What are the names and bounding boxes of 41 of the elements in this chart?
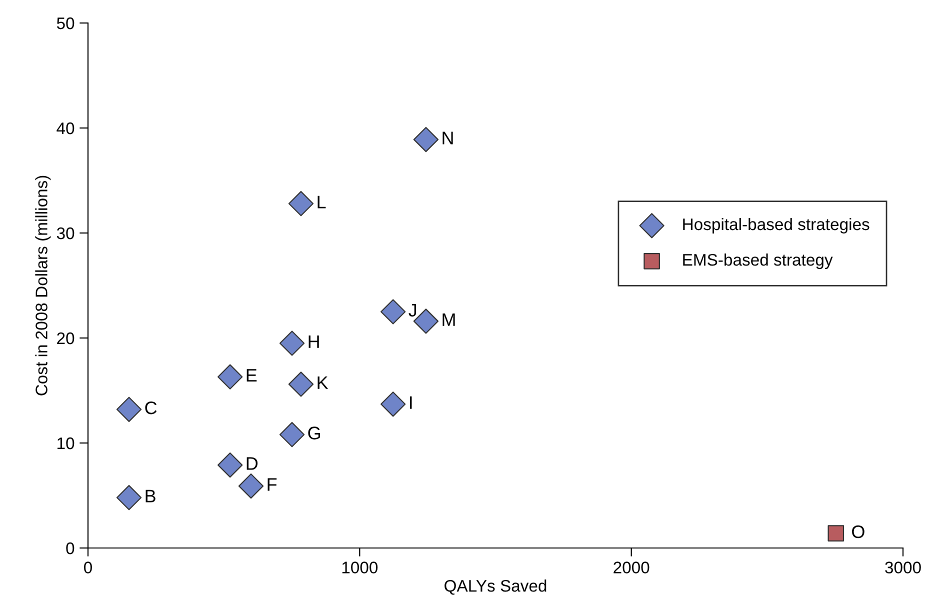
y-tick-label: 10 <box>58 437 74 450</box>
point <box>279 422 305 448</box>
point <box>116 485 142 510</box>
legend-label: Hospital-based strategies <box>683 218 870 234</box>
annotation: C <box>145 401 157 414</box>
annotation: L <box>318 196 326 208</box>
annotation: E <box>246 369 257 382</box>
annotation: D <box>246 457 258 470</box>
y-tick-label: 40 <box>56 122 74 134</box>
point <box>116 396 142 422</box>
point <box>380 392 406 417</box>
y-tick-label: 50 <box>56 17 74 30</box>
y-axis-title: Cost in 2008 Dollars (millions) <box>35 176 51 396</box>
annotation: I <box>410 396 412 409</box>
point <box>288 372 314 397</box>
x-axis-title: QALYs Saved <box>444 580 546 595</box>
point <box>279 330 305 356</box>
x-tick-label: 3000 <box>885 562 921 574</box>
annotation: H <box>308 335 319 348</box>
y-tick-label: 0 <box>66 542 74 554</box>
legend-label: EMS-based strategy <box>683 254 833 270</box>
annotation: B <box>146 490 156 502</box>
point <box>413 126 439 152</box>
y-tick-label: 20 <box>57 332 74 344</box>
point <box>218 452 243 478</box>
x-tick-label: 1000 <box>342 562 378 574</box>
x-tick-label: 0 <box>84 562 92 574</box>
annotation: F <box>268 478 277 491</box>
x-tick-label: 2000 <box>614 562 650 574</box>
point <box>218 364 243 390</box>
annotation: N <box>442 132 453 144</box>
annotation: M <box>442 313 455 326</box>
annotation: K <box>318 376 328 389</box>
y-tick-label: 30 <box>56 227 74 240</box>
point <box>288 191 314 216</box>
point <box>828 525 844 542</box>
point <box>380 299 406 324</box>
point <box>238 473 264 499</box>
annotation: J <box>408 304 416 317</box>
annotation: O <box>852 525 864 538</box>
annotation: G <box>308 426 320 440</box>
